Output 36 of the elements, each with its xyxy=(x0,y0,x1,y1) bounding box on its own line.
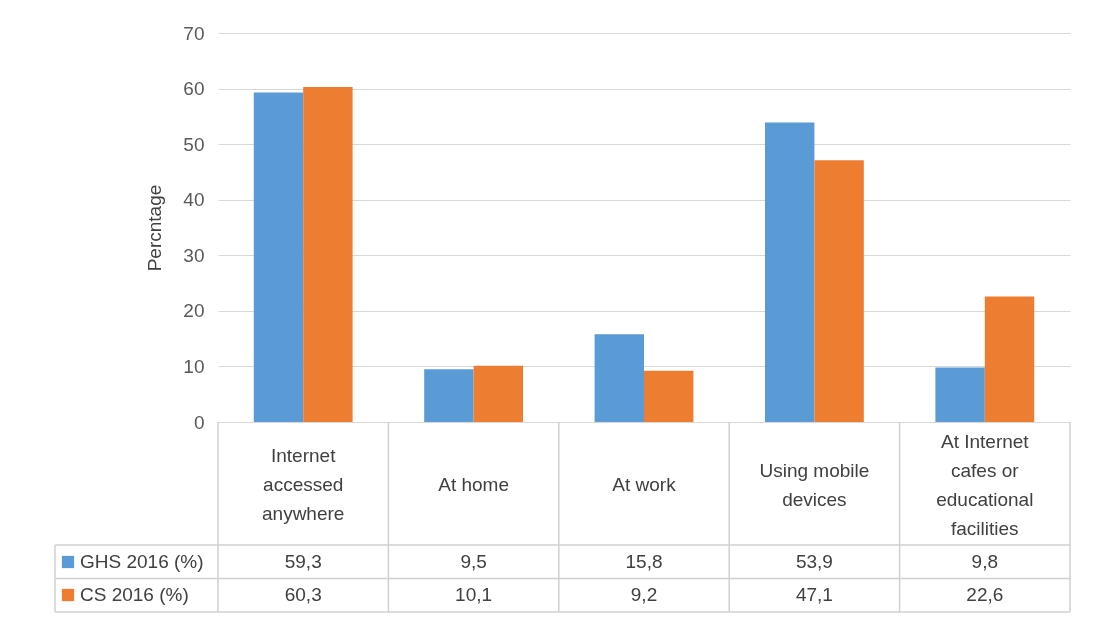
bar xyxy=(764,122,815,422)
legend-label: CS 2016 (%) xyxy=(80,584,189,605)
bar xyxy=(253,92,304,422)
x-tick-label: At Internet cafes or educational facilities xyxy=(936,430,1034,539)
bar xyxy=(935,367,985,422)
y-tick-label: 30 xyxy=(183,244,205,266)
y-axis-title: Percntage xyxy=(144,184,166,272)
data-label: 47,1 xyxy=(795,584,833,605)
x-tick-label: At home xyxy=(438,474,509,495)
y-tick-label: 40 xyxy=(183,189,205,211)
data-label: 9,8 xyxy=(971,551,999,572)
data-label: 22,6 xyxy=(966,584,1004,605)
bar xyxy=(984,296,1035,422)
bar xyxy=(303,86,353,422)
y-tick-label: 60 xyxy=(183,78,205,100)
data-label: 59,3 xyxy=(284,551,322,572)
bar xyxy=(814,160,864,422)
data-label: 9,5 xyxy=(460,551,487,572)
data-label: 10,1 xyxy=(455,584,493,605)
y-tick-label: 50 xyxy=(183,133,205,155)
bar xyxy=(644,370,694,422)
y-tick-label: 0 xyxy=(193,411,205,433)
x-tick-label: Using mobile devices xyxy=(759,459,870,510)
y-tick-label: 10 xyxy=(183,355,205,377)
data-label: 15,8 xyxy=(625,551,663,572)
data-label: 9,2 xyxy=(630,584,658,605)
x-tick-label: Internet accessed anywhere xyxy=(262,445,345,524)
data-label: 53,9 xyxy=(795,551,833,572)
y-tick-label: 70 xyxy=(183,22,205,44)
bar xyxy=(424,369,474,422)
x-tick-label: At work xyxy=(612,474,677,495)
legend-label: GHS 2016 (%) xyxy=(80,551,204,572)
data-label: 60,3 xyxy=(284,584,322,605)
bar xyxy=(594,334,644,422)
bar xyxy=(473,365,524,422)
y-tick-label: 20 xyxy=(183,300,205,322)
